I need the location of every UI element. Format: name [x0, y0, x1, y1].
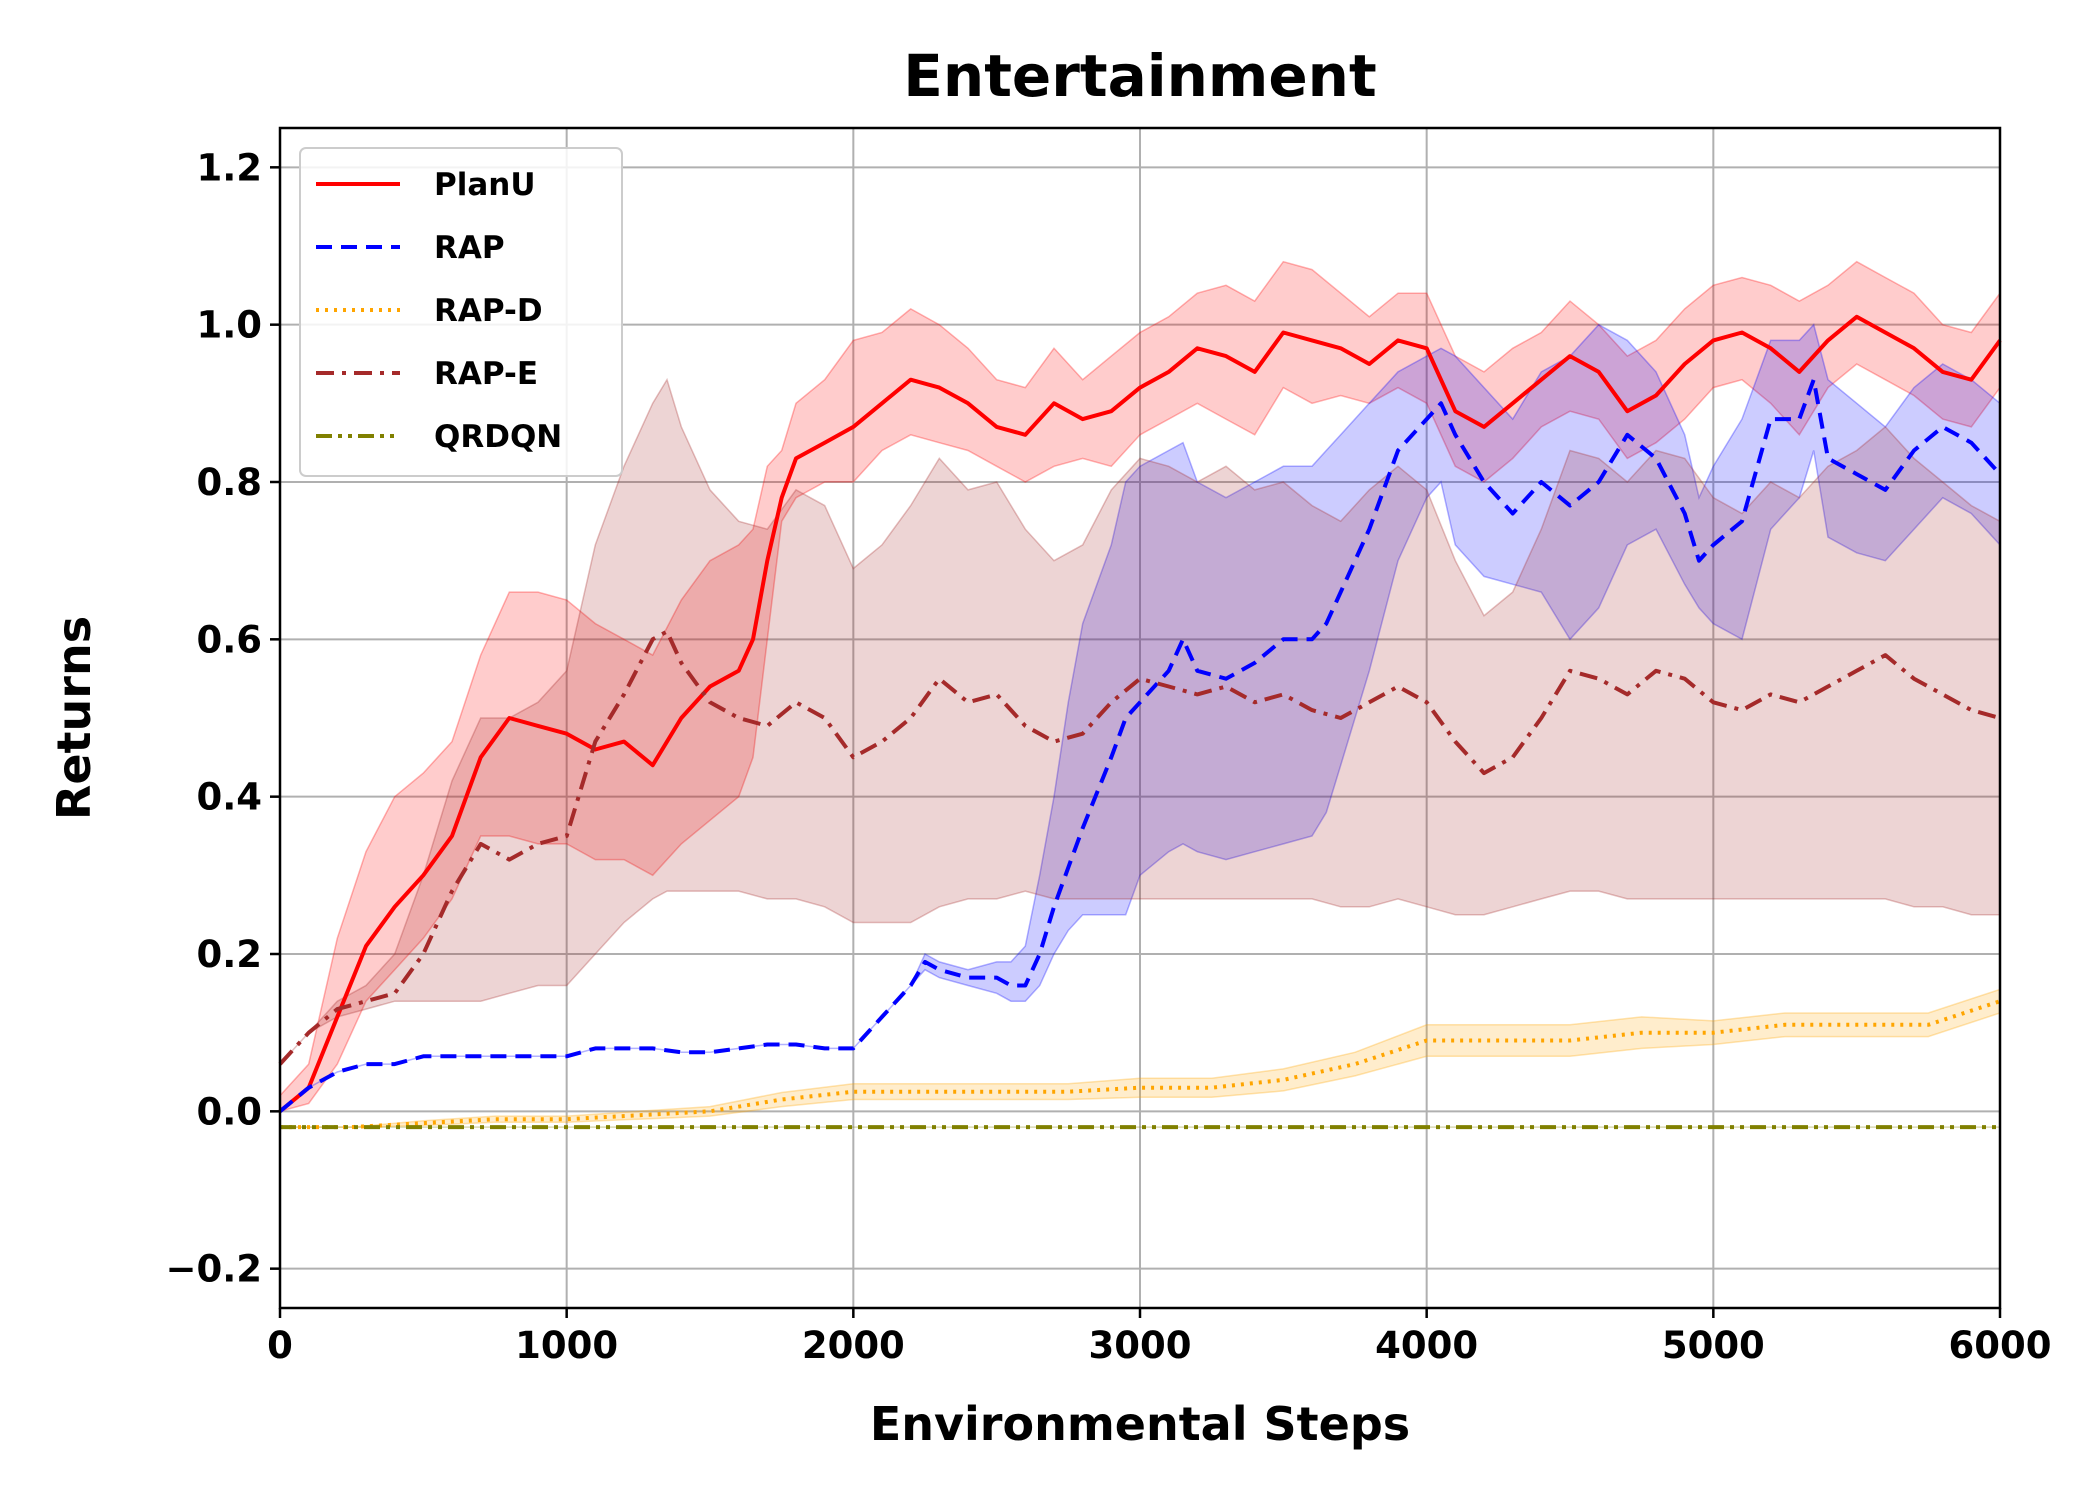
x-tick-label: 1000	[515, 1324, 618, 1367]
y-tick-label: 0.2	[196, 933, 262, 976]
legend-box	[299, 147, 623, 477]
x-tick-label: 4000	[1375, 1324, 1478, 1367]
legend-label-qrdqn: QRDQN	[434, 419, 562, 455]
series-lines	[278, 314, 2002, 1130]
x-tick-label: 2000	[802, 1324, 905, 1367]
y-tick-label: 0.0	[196, 1090, 262, 1133]
chart-title: Entertainment	[903, 42, 1376, 110]
legend-label-planu: PlanU	[434, 167, 536, 203]
y-tick-label: 1.0	[196, 304, 262, 347]
series-line-rap-d	[280, 999, 2001, 1130]
series-line-rap-e	[278, 629, 2001, 1066]
legend-label-rap-d: RAP-D	[434, 293, 543, 329]
x-tick-label: 0	[267, 1324, 293, 1367]
y-tick-label: 1.2	[196, 146, 262, 189]
legend-label-rap-e: RAP-E	[434, 356, 538, 392]
legend: PlanU RAP RAP-D RAP-E QRDQN	[299, 147, 623, 477]
y-tick-label: 0.6	[196, 618, 262, 661]
y-tick-label: 0.8	[196, 461, 262, 504]
series-line-rap	[278, 377, 2002, 1113]
confidence-bands	[279, 260, 2001, 1128]
legend-label-rap: RAP	[434, 230, 505, 266]
series-line-planu	[278, 314, 2002, 1113]
x-tick-label: 6000	[1949, 1324, 2052, 1367]
y-tick-label: −0.2	[165, 1248, 262, 1291]
x-tick-label: 3000	[1089, 1324, 1192, 1367]
x-axis-label: Environmental Steps	[870, 1397, 1410, 1451]
grid-lines	[279, 128, 2001, 1308]
x-tick-label: 5000	[1662, 1324, 1765, 1367]
axis-ticks: 0 1000 2000 3000 4000 5000 6000 −0.2 0.0 0.2 0.4 0.…	[165, 146, 2051, 1367]
y-axis-label: Returns	[47, 616, 101, 820]
y-tick-label: 0.4	[196, 776, 262, 819]
